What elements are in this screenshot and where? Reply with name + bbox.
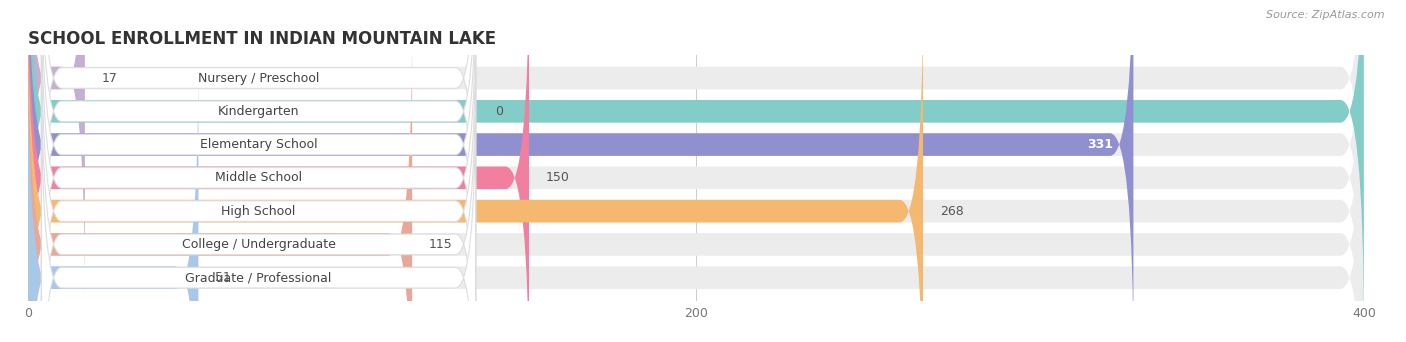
FancyBboxPatch shape — [28, 23, 412, 342]
Text: 268: 268 — [939, 205, 963, 218]
FancyBboxPatch shape — [42, 0, 475, 334]
Text: Elementary School: Elementary School — [200, 138, 318, 151]
FancyBboxPatch shape — [42, 0, 475, 301]
FancyBboxPatch shape — [42, 55, 475, 342]
Text: Source: ZipAtlas.com: Source: ZipAtlas.com — [1267, 10, 1385, 20]
Text: High School: High School — [221, 205, 295, 218]
Text: 51: 51 — [215, 271, 231, 284]
Text: Kindergarten: Kindergarten — [218, 105, 299, 118]
Text: Nursery / Preschool: Nursery / Preschool — [198, 71, 319, 84]
FancyBboxPatch shape — [28, 0, 1364, 300]
Text: SCHOOL ENROLLMENT IN INDIAN MOUNTAIN LAKE: SCHOOL ENROLLMENT IN INDIAN MOUNTAIN LAK… — [28, 30, 496, 48]
Text: 331: 331 — [1087, 138, 1114, 151]
FancyBboxPatch shape — [42, 0, 475, 342]
FancyBboxPatch shape — [28, 23, 1364, 342]
FancyBboxPatch shape — [28, 56, 198, 342]
Text: College / Undergraduate: College / Undergraduate — [181, 238, 336, 251]
Text: 0: 0 — [496, 105, 503, 118]
FancyBboxPatch shape — [28, 0, 1364, 333]
FancyBboxPatch shape — [42, 0, 475, 267]
FancyBboxPatch shape — [28, 0, 84, 300]
FancyBboxPatch shape — [28, 0, 1364, 333]
FancyBboxPatch shape — [28, 0, 924, 342]
FancyBboxPatch shape — [28, 0, 1364, 342]
Text: Graduate / Professional: Graduate / Professional — [186, 271, 332, 284]
Text: 150: 150 — [546, 171, 569, 184]
Text: Middle School: Middle School — [215, 171, 302, 184]
Text: 115: 115 — [429, 238, 453, 251]
FancyBboxPatch shape — [28, 0, 1364, 342]
FancyBboxPatch shape — [42, 22, 475, 342]
FancyBboxPatch shape — [28, 0, 529, 342]
FancyBboxPatch shape — [28, 0, 1133, 342]
FancyBboxPatch shape — [42, 88, 475, 342]
Text: 17: 17 — [101, 71, 118, 84]
FancyBboxPatch shape — [28, 0, 1364, 342]
FancyBboxPatch shape — [28, 56, 1364, 342]
